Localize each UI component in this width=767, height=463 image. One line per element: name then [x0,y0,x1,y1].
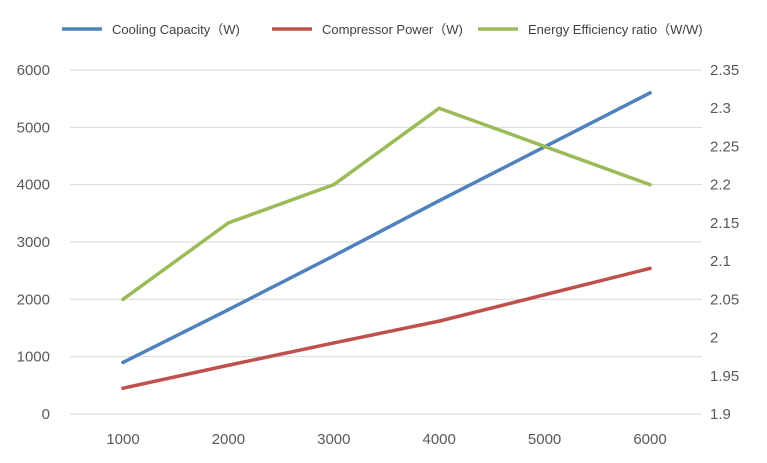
y2-tick-label: 2.35 [710,62,739,79]
data-point-energy-efficiency-ratio [121,297,125,302]
y2-tick-label: 2.1 [710,253,731,270]
y-axis-right: 1.9 1.95 2 2.05 2.1 2.15 2.2 2.25 2.3 2.35 [710,62,739,423]
legend-label: Cooling Capacity（W) [112,22,240,37]
y-tick-label: 0 [42,406,50,423]
x-tick-label: 2000 [212,431,245,448]
data-point-compressor-power [648,266,652,271]
y2-tick-label: 2.25 [710,138,739,155]
y-tick-label: 4000 [17,177,50,194]
x-tick-label: 1000 [106,431,139,448]
series-line-energy-efficiency-ratio [121,106,652,302]
y2-tick-label: 2.15 [710,215,739,232]
data-point-compressor-power [542,292,547,297]
data-point-energy-efficiency-ratio [542,144,547,149]
plot-area [121,91,652,390]
gridlines [70,69,702,415]
y-axis-left: 0 1000 2000 3000 4000 5000 6000 [17,62,50,423]
data-point-compressor-power [121,386,125,390]
data-point-cooling-capacity [437,198,441,203]
y-tick-label: 6000 [17,62,50,79]
legend-label: Energy Efficiency ratio（W/W) [528,22,703,37]
data-point-cooling-capacity [648,91,652,95]
y-tick-label: 2000 [17,291,50,308]
x-tick-label: 6000 [633,431,666,448]
data-point-compressor-power [437,319,441,323]
y2-tick-label: 2.05 [710,291,739,308]
legend-label: Compressor Power（W) [322,22,463,37]
data-point-energy-efficiency-ratio [648,182,652,187]
data-point-cooling-capacity [121,360,125,365]
y-tick-label: 1000 [17,349,50,366]
series-line-cooling-capacity [121,91,652,365]
y2-tick-label: 1.95 [710,368,739,385]
y-tick-label: 5000 [17,119,50,136]
x-axis: 1000 2000 3000 4000 5000 6000 [106,431,666,448]
series-line-compressor-power [121,266,652,390]
data-point-compressor-power [332,341,336,345]
legend: Cooling Capacity（W) Compressor Power（W) En… [62,22,703,37]
x-tick-label: 3000 [317,431,350,448]
data-point-cooling-capacity [226,307,231,312]
x-tick-label: 5000 [528,431,561,448]
y2-tick-label: 1.9 [710,406,731,423]
x-tick-label: 4000 [423,431,456,448]
data-point-compressor-power [226,363,231,368]
y2-tick-label: 2 [710,330,718,347]
y2-tick-label: 2.2 [710,177,731,194]
y2-tick-label: 2.3 [710,100,731,117]
data-point-energy-efficiency-ratio [332,182,336,187]
data-point-energy-efficiency-ratio [437,106,441,110]
y-tick-label: 3000 [17,234,50,251]
data-point-cooling-capacity [332,254,336,258]
data-point-energy-efficiency-ratio [226,221,231,225]
